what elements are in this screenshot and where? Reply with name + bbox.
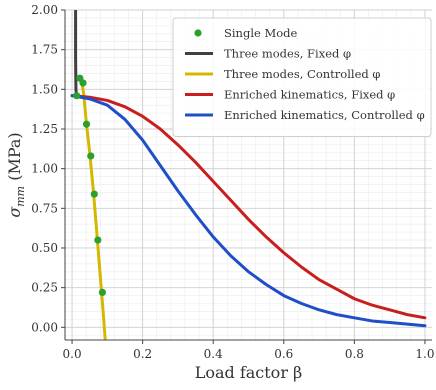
- y-tick-label: 0.25: [31, 281, 58, 295]
- y-tick-label: 1.00: [31, 162, 58, 176]
- y-tick-label: 0.00: [31, 320, 58, 334]
- tick-labels: 0.0 0.2 0.4 0.6 0.8 1.0 0.00 0.25 0.50 0.75 1.00 1.…: [31, 3, 434, 361]
- legend-box: [172, 17, 432, 137]
- x-tick-label: 0.8: [345, 347, 364, 361]
- legend: Single Mode Three modes, Fixed φ Three mod…: [172, 17, 432, 137]
- legend-label: Single Mode: [224, 26, 298, 40]
- x-tick-label: 1.0: [415, 347, 434, 361]
- series-line-4: [70, 94, 427, 328]
- y-tick-label: 2.00: [31, 3, 58, 17]
- y-axis-label-unit: (MPa): [5, 132, 24, 186]
- x-tick-label: 0.4: [204, 347, 223, 361]
- x-axis-label: Load factor β: [195, 363, 303, 382]
- data-point: [82, 120, 91, 128]
- legend-label: Enriched kinematics, Controlled φ: [224, 108, 425, 122]
- series-line-3: [70, 94, 427, 320]
- y-axis-label: σmm (MPa): [5, 132, 27, 217]
- y-axis-label-main: σ: [5, 206, 24, 218]
- data-point: [94, 236, 102, 244]
- axes: [61, 9, 432, 344]
- legend-label: Three modes, Controlled φ: [224, 67, 380, 81]
- y-tick-label: 0.75: [31, 201, 58, 215]
- y-tick-label: 1.50: [31, 82, 58, 96]
- series-line-2: [78, 76, 107, 340]
- y-tick-label: 1.25: [31, 122, 58, 136]
- y-axis-label-sub: mm: [14, 186, 27, 207]
- series-line-1: [74, 10, 80, 98]
- series-layer: [70, 10, 427, 340]
- data-point: [79, 79, 87, 87]
- y-tick-label: 0.50: [31, 241, 58, 255]
- legend-label: Enriched kinematics, Fixed φ: [224, 88, 395, 102]
- legend-label: Three modes, Fixed φ: [224, 47, 351, 61]
- x-tick-label: 0.0: [63, 347, 82, 361]
- data-point: [98, 288, 107, 297]
- legend-marker: [194, 29, 202, 37]
- y-tick-label: 1.75: [31, 43, 58, 57]
- data-point: [90, 190, 98, 198]
- x-tick-label: 0.2: [133, 347, 152, 361]
- data-point: [73, 92, 81, 100]
- data-point: [87, 152, 95, 160]
- x-tick-label: 0.6: [274, 347, 293, 361]
